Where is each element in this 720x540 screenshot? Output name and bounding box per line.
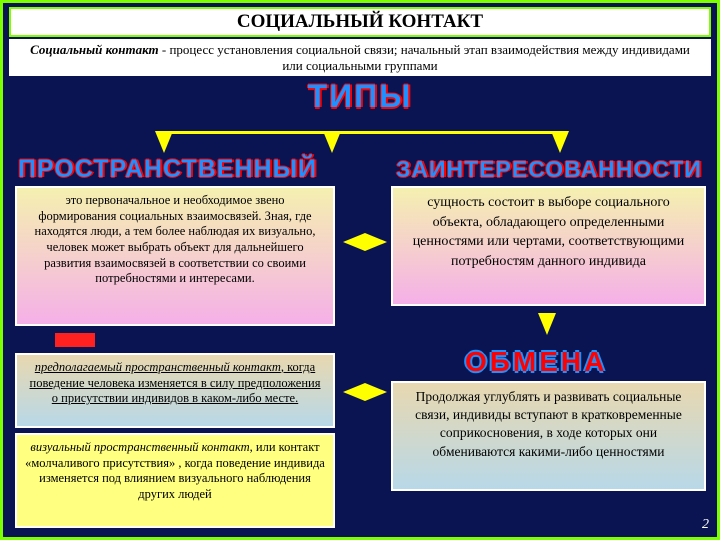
visual-box: визуальный пространственный контакт, или… xyxy=(15,433,335,528)
assumed-box: предполагаемый пространственный контакт,… xyxy=(15,353,335,428)
page-number: 2 xyxy=(702,517,709,533)
arrow-left-icon xyxy=(343,383,365,401)
interest-body-text: сущность состоит в выборе социального об… xyxy=(413,195,685,269)
arrow-down-icon xyxy=(538,313,556,335)
title-heading: СОЦИАЛЬНЫЙ КОНТАКТ xyxy=(9,7,711,37)
arrow-down-icon xyxy=(551,131,569,153)
arrow-right-icon xyxy=(365,233,387,251)
interest-body-box: сущность состоит в выборе социального об… xyxy=(391,186,706,306)
interest-heading: ЗАИНТЕРЕСОВАННОСТИ xyxy=(396,156,702,183)
exchange-body-text: Продолжая углублять и развивать социальн… xyxy=(415,389,682,459)
assumed-term: предполагаемый пространственный контакт xyxy=(35,360,281,374)
spatial-body-text: это первоначальное и необходимое звено ф… xyxy=(35,193,316,285)
types-heading: ТИПЫ xyxy=(3,78,717,115)
exchange-body-box: Продолжая углублять и развивать социальн… xyxy=(391,381,706,491)
definition-body: - процесс установления социальной связи;… xyxy=(159,42,690,73)
definition-term: Социальный контакт xyxy=(30,42,159,57)
connector-line xyxy=(163,131,563,134)
spatial-heading: ПРОСТРАНСТВЕННЫЙ xyxy=(18,155,317,184)
definition-text: Социальный контакт - процесс установлени… xyxy=(9,39,711,76)
connector-bar xyxy=(55,333,95,347)
spatial-body-box: это первоначальное и необходимое звено ф… xyxy=(15,186,335,326)
slide-frame: СОЦИАЛЬНЫЙ КОНТАКТ Социальный контакт - … xyxy=(0,0,720,540)
arrow-right-icon xyxy=(365,383,387,401)
arrow-down-icon xyxy=(155,131,173,153)
exchange-heading: ОБМЕНА xyxy=(465,346,607,378)
arrow-down-icon xyxy=(323,131,341,153)
visual-term: визуальный пространственный контакт xyxy=(30,440,249,454)
arrow-left-icon xyxy=(343,233,365,251)
